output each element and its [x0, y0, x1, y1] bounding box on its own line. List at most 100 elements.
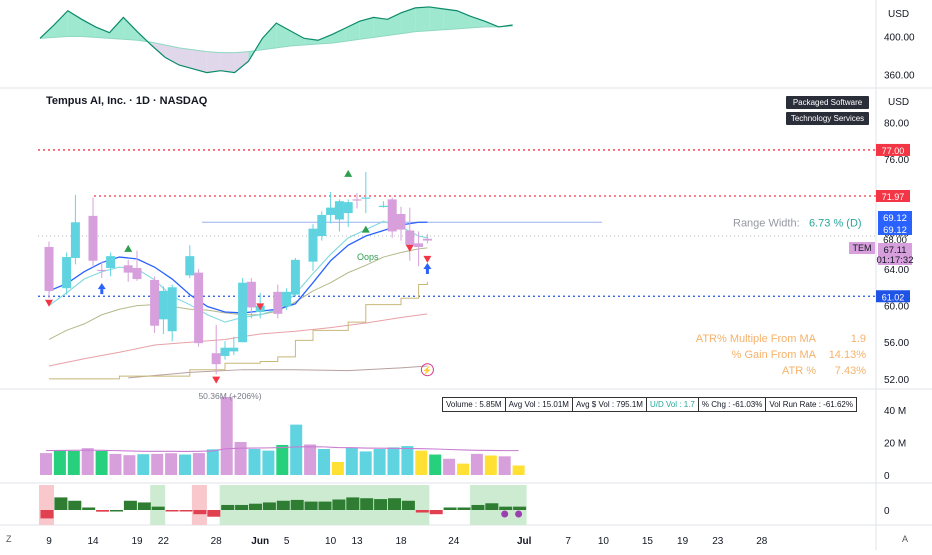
histogram-bar	[485, 503, 499, 510]
rs-fill-segment	[470, 16, 485, 28]
histogram-bar	[513, 506, 527, 510]
volume-bar	[220, 397, 233, 475]
histogram-bar	[165, 510, 179, 512]
ma-tan-step	[49, 281, 428, 380]
rs-fill-segment	[443, 8, 457, 30]
signal-arrow-down	[212, 376, 221, 384]
x-axis-label: 28	[756, 536, 768, 547]
histogram-bar	[207, 510, 221, 517]
candle-body	[422, 238, 432, 241]
volume-axis-tick: 40 M	[884, 406, 906, 417]
volume-axis-tick: 20 M	[884, 439, 906, 450]
level-tag-label: 61.02	[882, 292, 905, 302]
price-axis-tick: 56.00	[884, 338, 909, 349]
volume-bar	[443, 458, 456, 475]
sector-badge[interactable]: Packaged Software	[786, 96, 869, 109]
price-tag-label: 69.12	[883, 225, 907, 236]
price-axis-tick: 52.00	[884, 375, 909, 386]
rs-fill-segment	[359, 17, 374, 40]
range-width-label: Range Width:	[733, 217, 800, 229]
oops-label: Oops	[357, 252, 379, 262]
timezone-button[interactable]: Z	[6, 534, 12, 544]
volume-bar	[345, 447, 358, 475]
volume-bar	[276, 444, 289, 475]
histogram-bar	[471, 504, 485, 510]
volume-bar	[429, 454, 442, 475]
volume-ma	[45, 446, 519, 452]
histogram-shade	[150, 485, 166, 525]
signal-arrow-blue	[100, 289, 104, 295]
volume-bar	[53, 450, 66, 475]
volume-bar	[95, 450, 108, 475]
histogram-bar	[40, 510, 54, 519]
level-tag-label: 77.00	[882, 146, 905, 156]
signal-arrow-up	[344, 169, 353, 177]
candle-body	[246, 281, 256, 308]
histogram-bar	[388, 498, 401, 510]
price-axis-tick: 76.00	[884, 155, 909, 166]
candle-body	[361, 197, 371, 199]
candle-body	[396, 214, 406, 230]
histogram-bar	[290, 499, 304, 510]
volume-bar	[304, 444, 317, 475]
rs-axis-tick: 360.00	[884, 70, 915, 81]
volume-bar	[137, 454, 150, 475]
stat-volume: Volume : 5.85M	[443, 398, 506, 411]
auto-scale-button[interactable]: A	[902, 534, 909, 544]
atr-value: 1.9	[851, 333, 866, 345]
rs-fill-segment	[415, 6, 430, 32]
price-tag-label: 01:17:32	[877, 255, 914, 266]
price-axis-tick: 80.00	[884, 118, 909, 129]
atr-label: ATR %	[782, 365, 816, 377]
price-tag-label: 67.11	[883, 245, 906, 256]
rs-fill-segment	[220, 52, 235, 73]
price-tag-label: 68.00	[883, 235, 907, 246]
rs-fill-segment	[318, 34, 332, 45]
histogram-bar	[360, 498, 374, 510]
signal-arrow-down	[423, 255, 432, 263]
histogram-bar	[221, 504, 235, 510]
histogram-bar	[123, 500, 137, 510]
rs-fill-segment	[373, 17, 388, 38]
atr-label: % Gain From MA	[732, 349, 817, 361]
stat-avg-dollar-vol: Avg $ Vol : 795.1M	[573, 398, 647, 411]
signal-arrow-up	[361, 225, 370, 233]
level-tag	[876, 143, 910, 156]
volume-bar	[248, 449, 261, 475]
volume-bar	[192, 453, 205, 475]
industry-badge[interactable]: Technology Services	[786, 112, 869, 125]
volume-bar	[457, 463, 469, 475]
volume-bar	[109, 453, 122, 475]
signal-arrow-down	[256, 303, 265, 311]
candle-body	[343, 202, 353, 214]
range-width-value: 6.73 % (D)	[809, 217, 862, 229]
volume-bar	[498, 456, 511, 475]
candle-body	[106, 256, 116, 269]
ticker-tag	[849, 242, 875, 254]
volume-bar	[387, 447, 400, 475]
volume-bar	[67, 450, 80, 475]
level-tag-label: 71.97	[882, 192, 905, 202]
symbol-title[interactable]: Tempus AI, Inc. · 1D · NASDAQ	[46, 95, 208, 107]
rs-fill-segment	[53, 10, 68, 38]
histogram-bar	[415, 510, 429, 513]
level-tag	[876, 290, 910, 303]
price-axis-tick: 64.00	[884, 265, 909, 276]
histogram-bar	[137, 502, 151, 510]
histogram-bar	[68, 500, 82, 510]
volume-bar	[318, 449, 330, 475]
x-axis-label: 15	[642, 536, 654, 547]
x-axis-label: 19	[677, 536, 689, 547]
rs-fill-segment	[429, 6, 444, 31]
volume-bar	[151, 453, 164, 475]
x-axis-label: 23	[712, 536, 724, 547]
histogram-bar	[499, 506, 513, 510]
candle-body	[378, 205, 388, 207]
volume-bar	[40, 453, 52, 475]
ticker-tag-label: TEM	[853, 243, 872, 253]
x-axis-label: 19	[131, 536, 143, 547]
rs-fill-segment	[401, 7, 416, 34]
candle-body	[387, 199, 397, 232]
